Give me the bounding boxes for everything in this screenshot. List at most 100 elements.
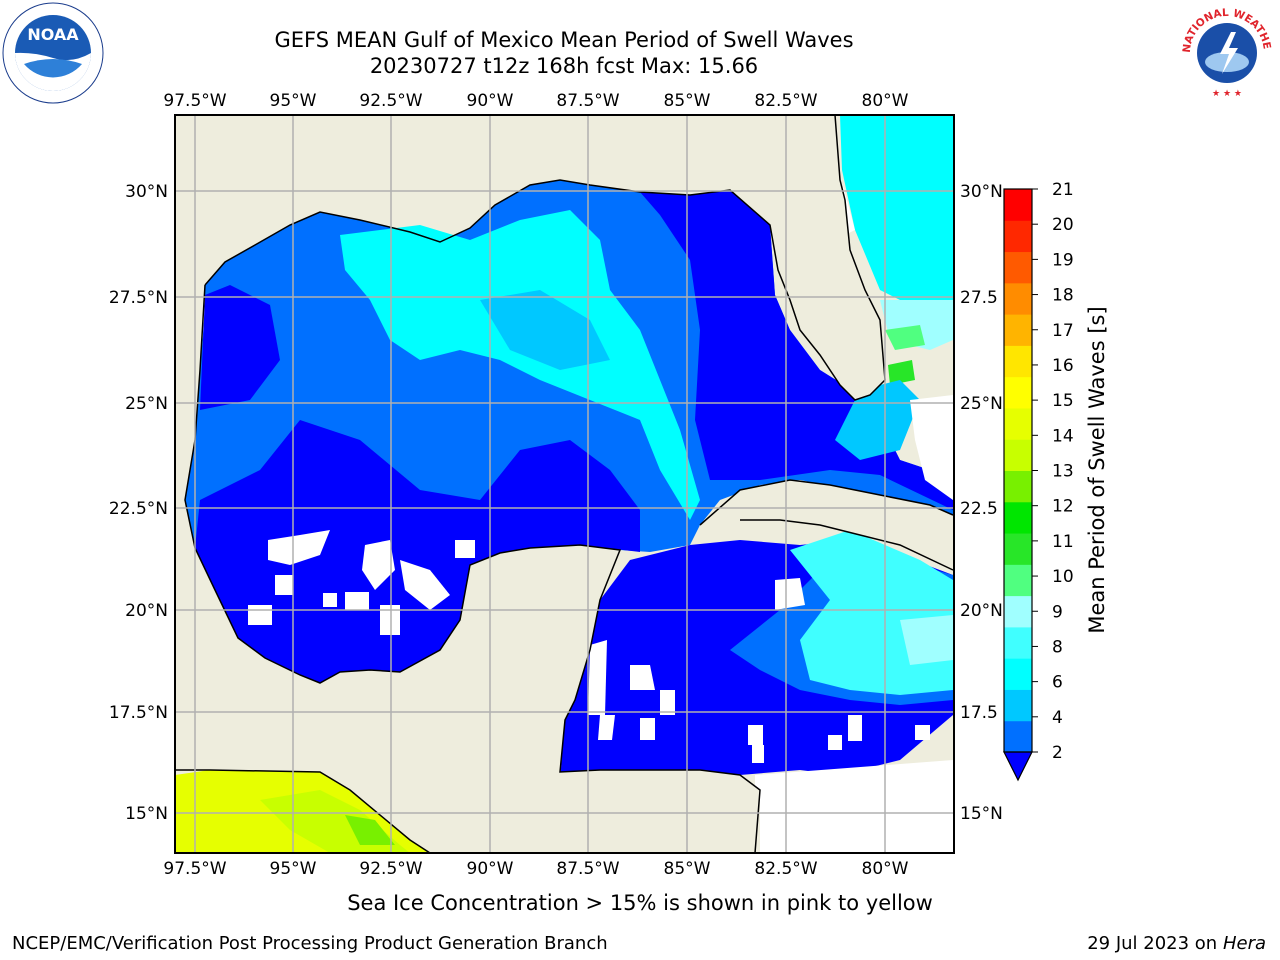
lon-label: 97.5°W <box>163 91 226 111</box>
colorbar-segment <box>1004 564 1032 597</box>
lon-label: 87.5°W <box>556 91 619 111</box>
lon-label: 85°W <box>664 91 711 111</box>
lat-label: 30°N <box>960 182 1003 202</box>
colorbar-segment <box>1004 189 1032 221</box>
lat-label: 20°N <box>125 601 168 621</box>
lon-labels-top: 97.5°W 95°W 92.5°W 90°W 87.5°W 85°W 82.5… <box>163 91 908 111</box>
lat-label: 15°N <box>960 804 1003 824</box>
svg-text:★ ★ ★: ★ ★ ★ <box>1212 89 1242 99</box>
map-frame <box>174 114 955 854</box>
colorbar-segment <box>1004 501 1032 534</box>
colorbar-tick-label: 18 <box>1052 286 1074 306</box>
lat-label: 22.5°N <box>109 499 168 519</box>
colorbar-segment <box>1004 689 1032 722</box>
chart-subtitle: 20230727 t12z 168h fcst Max: 15.66 <box>369 54 759 78</box>
lon-label: 87.5°W <box>556 859 619 879</box>
colorbar-label: Mean Period of Swell Waves [s] <box>1085 306 1109 633</box>
gulf-high-period-band <box>340 210 700 520</box>
nws-logo: NATIONAL WEATHER SERVICE ★ ★ ★ <box>1176 2 1277 103</box>
lat-label: 20°N <box>960 601 1003 621</box>
colorbar-segment <box>1004 220 1032 253</box>
yucatan-land <box>320 545 620 853</box>
lat-label: 25°N <box>125 394 168 414</box>
florida-land <box>770 180 885 400</box>
credit-text: NCEP/EMC/Verification Post Processing Pr… <box>12 933 608 954</box>
central-america-land <box>540 770 760 853</box>
colorbar-tick-label: 2 <box>1052 743 1063 763</box>
lon-label: 95°W <box>270 91 317 111</box>
colorbar-tick-label: 9 <box>1052 602 1063 622</box>
gulf-low-period-south <box>195 420 640 683</box>
atlantic-bright-green-patch <box>888 360 915 385</box>
lat-label: 27.5 <box>960 288 998 308</box>
map-area <box>175 115 954 853</box>
colorbar-tick-label: 20 <box>1052 215 1074 235</box>
colorbar-segment <box>1004 720 1032 753</box>
colorbar-segment <box>1004 251 1032 284</box>
lon-label: 97.5°W <box>163 859 226 879</box>
lat-labels-left: 30°N 27.5°N 25°N 22.5°N 20°N 17.5°N 15°N <box>109 182 168 824</box>
lon-label: 92.5°W <box>359 91 422 111</box>
lat-label: 15°N <box>125 804 168 824</box>
date-text: 29 Jul 2023 on Hera <box>1087 933 1266 954</box>
colorbar-tick-label: 14 <box>1052 426 1074 446</box>
date-value: 29 Jul 2023 on <box>1087 933 1223 954</box>
gulf-mid-period-patch <box>480 290 610 370</box>
colorbar-segment <box>1004 626 1032 659</box>
lon-label: 92.5°W <box>359 859 422 879</box>
colorbar-segment <box>1004 407 1032 440</box>
atlantic-swell-field <box>840 115 953 300</box>
colorbar-tick-label: 10 <box>1052 567 1074 587</box>
lat-label: 17.5°N <box>109 703 168 723</box>
colorbar-tick-label: 13 <box>1052 462 1074 482</box>
lon-label: 90°W <box>467 91 514 111</box>
lat-label: 30°N <box>125 182 168 202</box>
caribbean-highest-period <box>900 615 953 665</box>
lon-label: 82.5°W <box>754 91 817 111</box>
lon-label: 80°W <box>862 859 909 879</box>
noaa-logo: NOAA <box>2 2 104 104</box>
colorbar-tick-label: 4 <box>1052 708 1063 728</box>
lon-label: 80°W <box>862 91 909 111</box>
colorbar-tick-label: 15 <box>1052 391 1074 411</box>
gulf-low-period-west <box>200 285 280 410</box>
colorbar-tick-label: 19 <box>1052 250 1074 270</box>
colorbar-tick-label: 11 <box>1052 532 1074 552</box>
lon-label: 95°W <box>270 859 317 879</box>
lat-labels-right: 30°N 27.5 25°N 22.5 20°N 17.5 15°N <box>960 182 1003 824</box>
atlantic-green-patch <box>885 325 925 350</box>
lat-label: 27.5°N <box>109 288 168 308</box>
colorbar-tick-label: 16 <box>1052 356 1074 376</box>
colorbar-segment <box>1004 470 1032 503</box>
colorbar-segment <box>1004 314 1032 346</box>
colorbar-segment <box>1004 533 1032 565</box>
colorbar-segment <box>1004 658 1032 690</box>
colorbar-tick-label: 8 <box>1052 637 1063 657</box>
colorbar-tick-label: 21 <box>1052 180 1074 200</box>
lon-label: 82.5°W <box>754 859 817 879</box>
gridlines <box>175 115 954 853</box>
cuba-land <box>700 480 953 570</box>
lon-label: 90°W <box>467 859 514 879</box>
host-name: Hera <box>1222 933 1266 954</box>
colorbar-tick-label: 12 <box>1052 497 1074 517</box>
no-data-patches <box>248 185 953 853</box>
colorbar-segment <box>1004 439 1032 471</box>
coastlines <box>175 115 954 853</box>
chart-title: GEFS MEAN Gulf of Mexico Mean Period of … <box>274 28 854 52</box>
noaa-logo-text: NOAA <box>27 25 79 44</box>
lat-label: 22.5 <box>960 499 998 519</box>
colorbar-segment <box>1004 595 1032 628</box>
colorbar-extend-arrow <box>1003 751 1033 782</box>
colorbar: 21 20 19 18 17 16 15 14 13 12 11 10 9 8 6 4 2 <box>1003 180 1074 782</box>
lat-label: 17.5 <box>960 703 998 723</box>
colorbar-segment <box>1004 376 1032 409</box>
colorbar-tick-label: 6 <box>1052 673 1063 693</box>
colorbar-segment <box>1004 282 1032 315</box>
colorbar-segment <box>1004 345 1032 378</box>
pacific-green-patch <box>345 815 395 845</box>
colorbar-tick-label: 17 <box>1052 321 1074 341</box>
sea-ice-note: Sea Ice Concentration > 15% is shown in … <box>347 891 933 915</box>
lon-label: 85°W <box>664 859 711 879</box>
